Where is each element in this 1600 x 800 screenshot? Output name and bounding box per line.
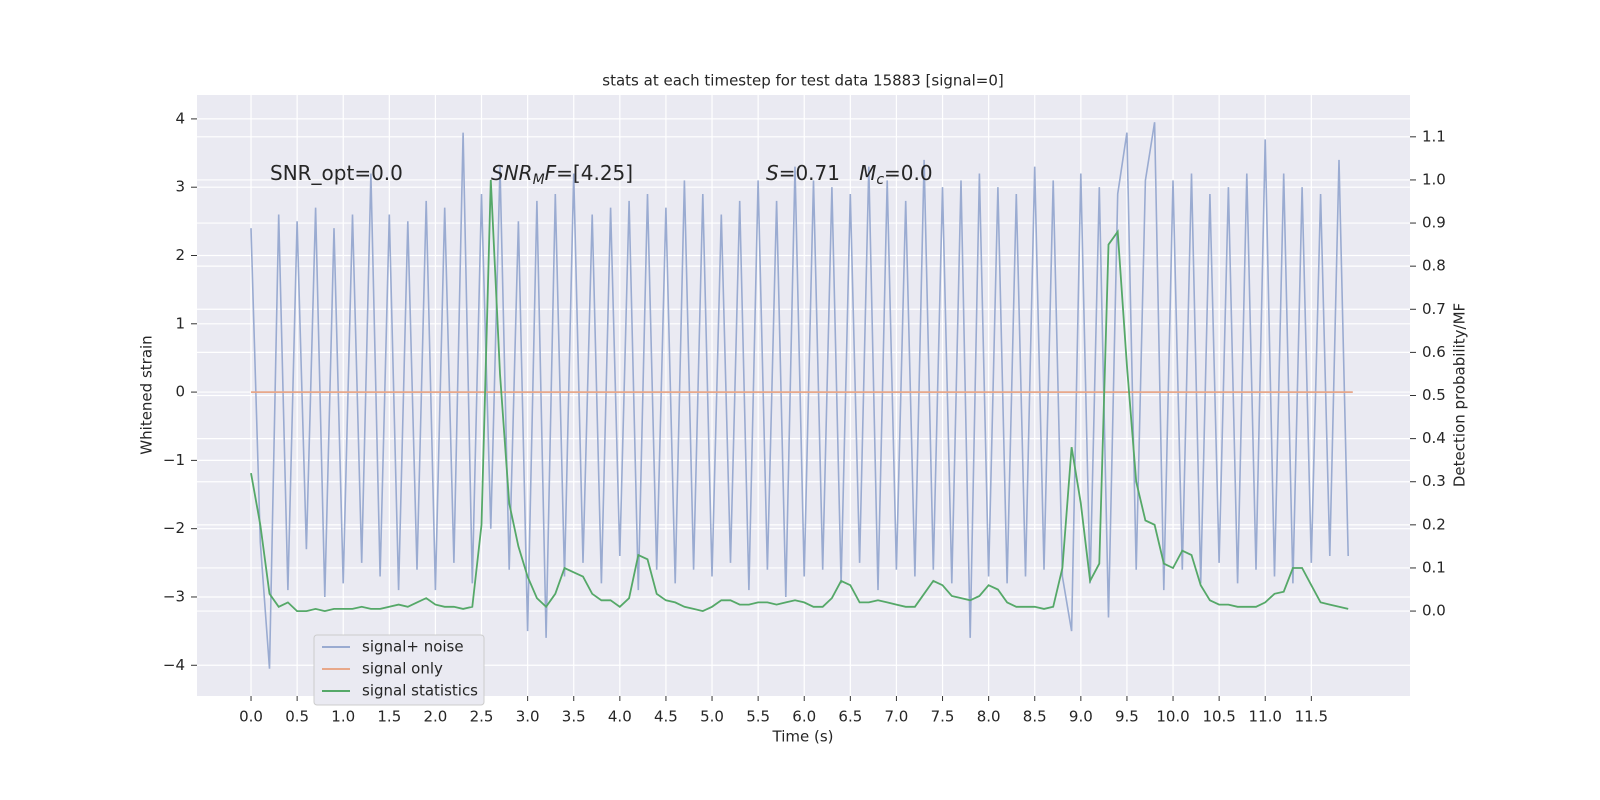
y-tick-label: −4 [163,656,185,674]
y2-tick-label: 0.0 [1422,602,1446,620]
annotation-part: =[4.25] [556,161,633,185]
annotation-part: c [876,172,884,188]
y2-tick-label: 0.9 [1422,214,1446,232]
y2-tick-label: 1.1 [1422,127,1446,145]
y2-tick-label: 0.7 [1422,300,1446,318]
x-tick-label: 7.5 [931,708,955,726]
annotation-part: =0.71 [779,161,859,185]
x-tick-label: 7.0 [885,708,909,726]
y2-tick-label: 0.1 [1422,558,1446,576]
y-tick-label: −1 [163,451,185,469]
y2-tick-label: 0.4 [1422,429,1446,447]
y2-axis-label: Detection probability/MF [1451,303,1469,487]
x-tick-label: 5.5 [746,708,770,726]
x-tick-label: 0.5 [285,708,309,726]
x-tick-label: 6.5 [838,708,862,726]
series-line [250,122,1349,669]
y-tick-label: 2 [175,246,185,264]
x-tick-label: 11.5 [1295,708,1328,726]
y-tick-label: −2 [163,519,185,537]
x-tick-label: 4.5 [654,708,678,726]
x-tick-label: 10.5 [1202,708,1235,726]
y-tick-label: 1 [175,314,185,332]
x-tick-label: 0.0 [239,708,263,726]
annotation-part: F [545,161,557,185]
x-tick-label: 2.0 [424,708,448,726]
x-tick-label: 3.5 [562,708,586,726]
y2-tick-label: 0.8 [1422,257,1446,275]
y-tick-label: −3 [163,587,185,605]
annotation-part: M [859,161,876,185]
legend-box [313,634,485,706]
y2-tick-label: 0.5 [1422,386,1446,404]
y-tick-label: 4 [175,109,185,127]
y2-tick-label: 0.3 [1422,472,1446,490]
y2-tick-label: 0.6 [1422,343,1446,361]
annotation-part: SNR [491,161,533,185]
x-tick-label: 8.5 [1023,708,1047,726]
x-tick-label: 4.0 [608,708,632,726]
annotation: SNRMF=[4.25] [491,161,633,189]
x-tick-label: 10.0 [1156,708,1189,726]
x-tick-label: 9.5 [1115,708,1139,726]
y2-tick-label: 0.2 [1422,515,1446,533]
x-tick-label: 1.0 [331,708,355,726]
legend-label: signal only [362,660,443,678]
annotation-part: M [533,172,545,188]
chart-title: stats at each timestep for test data 158… [602,72,1003,90]
x-tick-label: 3.0 [516,708,540,726]
annotation: SNR_opt=0.0 [270,161,403,185]
y-tick-label: 0 [175,383,185,401]
legend-label: signal+ noise [362,638,464,656]
x-tick-label: 6.0 [792,708,816,726]
y2-tick-label: 1.0 [1422,170,1446,188]
x-tick-label: 8.0 [977,708,1001,726]
annotation-part: S [766,161,779,185]
x-tick-label: 5.0 [700,708,724,726]
annotation: S=0.71 Mc=0.0 [766,161,933,189]
y-tick-label: 3 [175,178,185,196]
x-tick-label: 2.5 [470,708,494,726]
annotation-part: =0.0 [884,161,933,185]
legend-label: signal statistics [362,682,478,700]
x-tick-label: 1.5 [377,708,401,726]
series-line [250,179,1349,613]
x-tick-label: 11.0 [1249,708,1282,726]
x-axis-label: Time (s) [772,728,834,746]
x-tick-label: 9.0 [1069,708,1093,726]
y-axis-label: Whitened strain [138,335,156,454]
annotation-part: SNR_opt=0.0 [270,161,403,185]
